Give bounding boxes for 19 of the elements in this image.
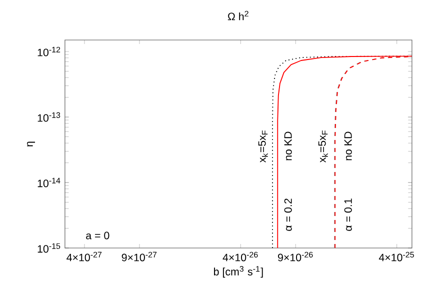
x-tick-label: 9×10$^{-26}$ [278,252,313,262]
x-tick-label: 4×10$^{-27}$ [66,252,102,262]
x-axis-title: b [cm$^{3}$ s$^{-1}$] [214,266,263,278]
annotation: x$_{k}$=5x$_{F}$ [318,130,328,162]
x-tick-label: 9×10$^{-27}$ [122,252,157,262]
annotation: α = 0.1 [344,198,352,231]
y-tick-label: 10$^{-13}$ [38,112,60,122]
y-tick-label: 10$^{-12}$ [38,46,60,56]
y-axis-title: η [27,142,35,146]
y-tick-label: 10$^{-15}$ [38,243,60,253]
x-tick-label: 4×10$^{-26}$ [222,252,258,262]
y-tick-label: 10$^{-14}$ [38,178,60,188]
annotation: α = 0.2 [284,198,292,231]
annotation: a = 0 [86,232,110,240]
x-tick-label: 4×10$^{-25}$ [378,252,414,262]
annotation: x$_{k}$=5x$_{F}$ [258,130,268,162]
annotation: no KD [344,132,352,160]
annotation: no KD [284,132,292,160]
chart-title: Ω h$^{2}$ [228,10,248,20]
